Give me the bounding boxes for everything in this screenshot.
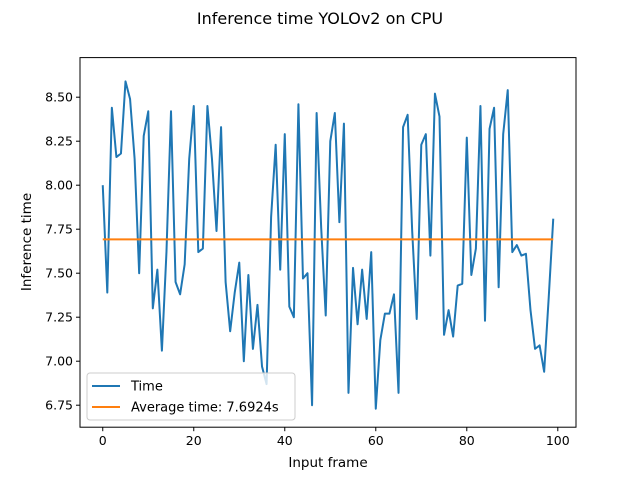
legend-label-time: Time [130,380,163,395]
legend: Time Average time: 7.6924s [86,372,296,421]
y-tick-label: 8.25 [45,134,73,149]
series-layer [101,80,555,410]
x-tick-label: 80 [459,433,475,448]
plot-area: 0 20 40 60 80 100 6.75 7.00 7.25 7.50 7.75 8.00 8.2… [45,57,577,448]
y-tick-label: 8.50 [45,90,73,105]
chart-title: Inference time YOLOv2 on CPU [197,9,443,28]
y-tick-label: 6.75 [45,398,73,413]
y-tick-label: 8.00 [45,178,73,193]
series-line-time [101,80,555,410]
legend-box [86,372,296,421]
x-tick-label: 100 [546,433,570,448]
plot-frame [79,57,577,428]
x-tick-label: 20 [186,433,202,448]
x-tick-label: 0 [99,433,107,448]
x-tick-label: 60 [368,433,384,448]
y-tick-label: 7.25 [45,310,73,325]
x-tick-label: 40 [277,433,293,448]
x-axis-label: Input frame [288,455,367,471]
y-axis-label: Inference time [19,193,35,291]
y-tick-label: 7.75 [45,222,73,237]
x-axis-ticks: 0 20 40 60 80 100 [99,427,570,448]
y-tick-label: 7.00 [45,354,73,369]
y-tick-label: 7.50 [45,266,73,281]
legend-label-average: Average time: 7.6924s [131,401,279,416]
y-axis-ticks: 6.75 7.00 7.25 7.50 7.75 8.00 8.25 8.50 [45,90,80,413]
